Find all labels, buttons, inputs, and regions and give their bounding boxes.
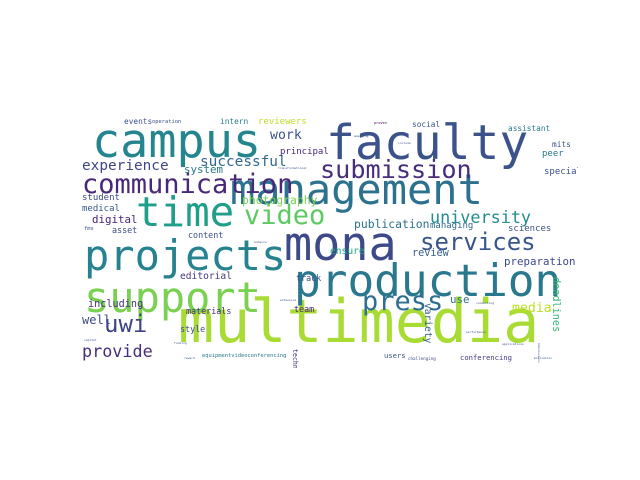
word-style: style (180, 324, 206, 334)
word-review: review (412, 248, 449, 259)
word-special: special (544, 167, 578, 177)
word-multimedia: multimedia (178, 287, 540, 357)
word-well: well (82, 313, 111, 327)
word-sciences: sciences (508, 224, 552, 234)
word-projects: projects (84, 231, 287, 280)
word-variety: variety (422, 303, 433, 344)
word-extensive: extensive (280, 298, 297, 302)
word-reviewers: reviewers (258, 117, 307, 127)
word-media: media (512, 301, 552, 316)
word-digital: digital (92, 213, 138, 226)
word-operation: operation (152, 119, 182, 125)
word-users: users (384, 351, 406, 360)
word-photography: photography (242, 193, 318, 207)
word-publication: publication (354, 217, 430, 231)
word-track: track (296, 273, 322, 283)
word-enhance: enhance (254, 240, 267, 244)
word-capital: capital (84, 338, 97, 342)
word-support: support (84, 273, 262, 322)
word-communication: communication (82, 169, 294, 200)
word-press: press (362, 286, 444, 317)
word-principal: principal (280, 147, 329, 157)
word-successful: successful (200, 154, 287, 170)
word-ensure: ensure (330, 246, 365, 257)
word-conducting: conducting (476, 301, 495, 305)
word-including: including (88, 299, 144, 310)
word-applications: applications (502, 342, 524, 346)
word-performance: performance (466, 330, 486, 334)
word-deadlines: deadlines (550, 277, 561, 333)
word-provide: provide (82, 341, 153, 361)
word-technologies: technologies (291, 349, 299, 368)
word-use: use (450, 293, 470, 306)
word-asset: asset (112, 225, 138, 235)
word-funding: funding (174, 341, 187, 345)
word-challenging: challenging (408, 356, 436, 361)
word-editorial: editorial (180, 271, 232, 282)
word-campus: campus (92, 117, 262, 169)
word-faculty: faculty (326, 117, 529, 171)
word-mits: mits (552, 140, 571, 149)
word-events: events (124, 117, 153, 126)
word-experience: experience (82, 158, 169, 174)
word-video: video (244, 200, 326, 231)
word-preparation: preparation (504, 255, 576, 268)
word-peer: peer (542, 149, 564, 159)
word-system: system (184, 163, 224, 176)
word-assistant: assistant (508, 124, 551, 133)
word-uwi: uwi (104, 310, 148, 338)
word-content: content (188, 230, 224, 240)
word-team: team (294, 304, 315, 314)
word-university: university (430, 207, 532, 227)
word-time: time (136, 188, 235, 236)
word-submission: submission (320, 155, 472, 184)
word-student: student (82, 193, 120, 203)
word-fms: fms (84, 226, 94, 232)
word-mona: mona (284, 218, 397, 272)
word-conferencing: conferencing (460, 353, 512, 362)
word-social: social (412, 120, 441, 129)
word-work: work (270, 128, 302, 143)
word-cloud: multimedia faculty campus mona production man… (82, 117, 578, 368)
word-emerging: emerging (354, 134, 369, 138)
word-materials: materials (186, 306, 232, 316)
word-motivation: motivation (534, 356, 553, 360)
word-services: services (420, 228, 536, 256)
word-equipmentvideoconferencing: equipmentvideoconferencing (202, 353, 287, 359)
word-medical: medical (82, 204, 120, 214)
word-include: include (398, 141, 411, 145)
word-managing: managing (430, 221, 474, 231)
word-reward: reward (184, 356, 195, 360)
word-intern: intern (220, 117, 249, 126)
word-transformational: transformational (278, 166, 307, 170)
word-production: production (294, 256, 562, 307)
word-proven: proven (374, 121, 387, 125)
word-management: management (230, 165, 483, 214)
